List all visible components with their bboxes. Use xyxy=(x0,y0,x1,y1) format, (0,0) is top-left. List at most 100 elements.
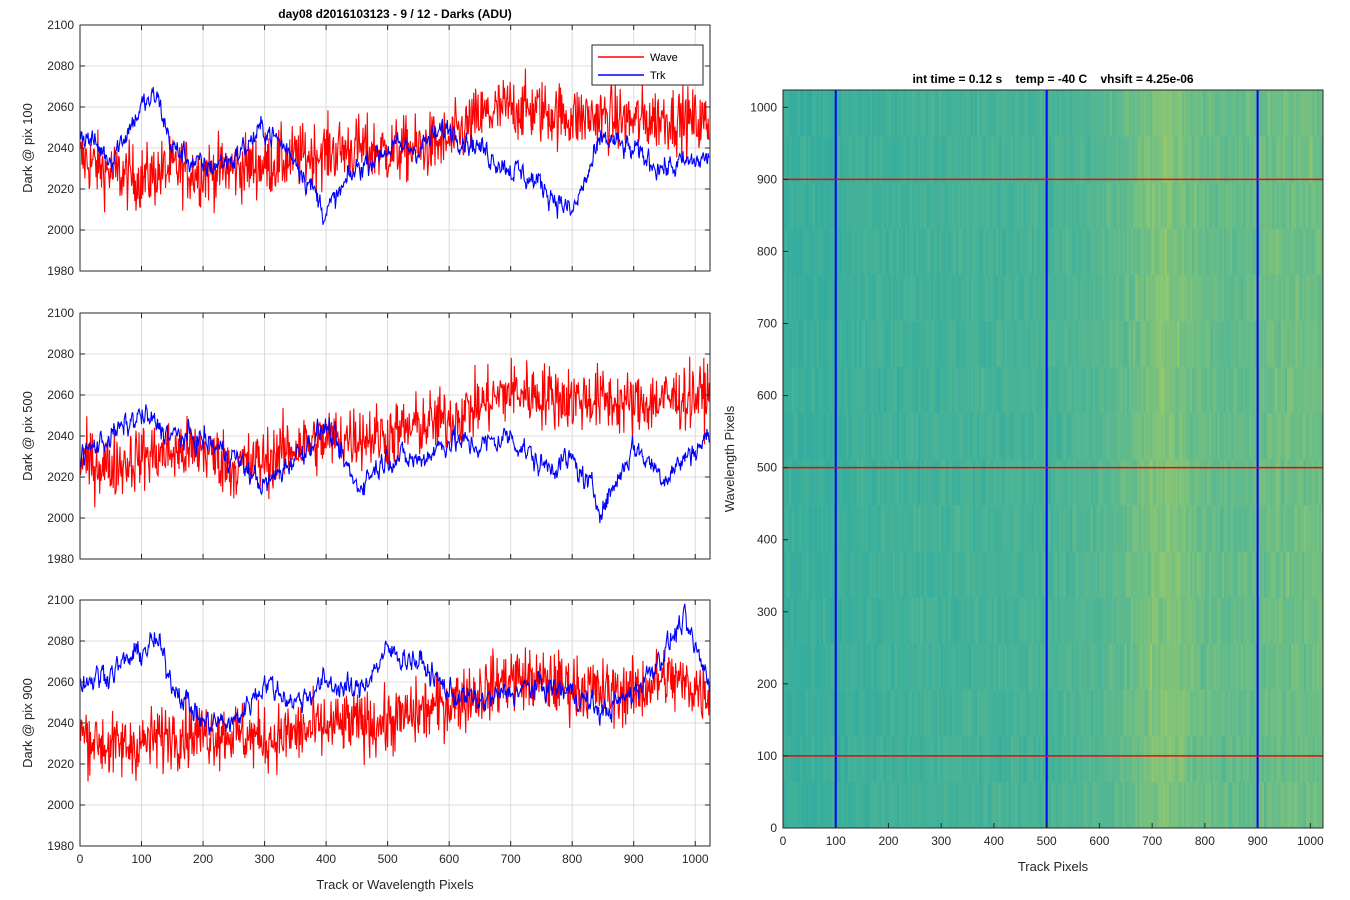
heatmap-cell xyxy=(928,366,931,414)
heatmap-cell xyxy=(1253,643,1256,690)
heatmap-cell xyxy=(1238,320,1242,368)
heatmap-cell xyxy=(1318,182,1322,229)
heatmap-cell xyxy=(1074,505,1077,552)
heatmap-cell xyxy=(1234,551,1237,598)
heatmap-cell xyxy=(1171,182,1174,229)
heatmap-cell xyxy=(848,597,851,644)
heatmap-cell xyxy=(869,459,872,506)
heatmap-cell xyxy=(1150,228,1153,275)
heatmap-cell xyxy=(958,643,961,690)
heatmap-cell xyxy=(1173,459,1176,506)
heatmap-cell xyxy=(958,90,961,137)
heatmap-cell xyxy=(1078,735,1081,783)
heatmap-cell xyxy=(1090,412,1094,460)
heatmap-cell xyxy=(1257,689,1261,737)
heatmap-cell xyxy=(1131,90,1134,137)
heatmap-cell xyxy=(810,551,813,598)
heatmap-cell xyxy=(1314,505,1317,552)
heatmap-cell xyxy=(894,320,898,368)
heatmap-cell xyxy=(1232,320,1235,368)
heatmap-cell xyxy=(1310,643,1313,690)
heatmap-cell xyxy=(1143,274,1147,321)
heatmap-cell xyxy=(1116,366,1119,414)
heatmap-cell xyxy=(943,274,946,321)
heatmap-cell xyxy=(970,643,974,690)
heatmap-cell xyxy=(1289,412,1292,460)
heatmap-cell xyxy=(1021,90,1024,137)
heatmap-cell xyxy=(915,597,919,644)
heatmap-cell xyxy=(873,228,877,275)
heatmap-cell xyxy=(977,412,980,460)
heatmap-cell xyxy=(1131,551,1134,598)
heatmap-cell xyxy=(1166,551,1170,598)
heatmap-cell xyxy=(1287,689,1290,737)
heatmap-cell xyxy=(799,597,803,644)
heatmap-cell xyxy=(1008,274,1012,321)
heatmap-cell xyxy=(810,228,813,275)
heatmap-cell xyxy=(1057,412,1060,460)
heatmap-cell xyxy=(1301,274,1305,321)
heatmap-cell xyxy=(1031,366,1035,414)
heatmap-cell xyxy=(1040,412,1043,460)
heatmap-cell xyxy=(1194,505,1197,552)
heatmap-cell xyxy=(926,182,929,229)
heatmap-cell xyxy=(894,412,898,460)
heatmap-cell xyxy=(1057,781,1060,829)
heatmap-cell xyxy=(1076,505,1079,552)
heatmap-cell xyxy=(1109,505,1113,552)
heatmap-cell xyxy=(1215,228,1218,275)
heatmap-cell xyxy=(1112,366,1115,414)
heatmap-cell xyxy=(1192,505,1195,552)
heatmap-cell xyxy=(867,182,870,229)
heatmap-cell xyxy=(1200,136,1204,183)
heatmap-cell xyxy=(1280,689,1284,737)
heatmap-cell xyxy=(873,320,877,368)
heatmap-cell xyxy=(827,735,830,783)
heatmap-cell xyxy=(1031,182,1035,229)
heatmap-cell xyxy=(1042,412,1045,460)
heatmap-cell xyxy=(1238,412,1242,460)
heatmap-cell xyxy=(1299,274,1303,321)
heatmap-cell xyxy=(1177,366,1180,414)
heatmap-cell xyxy=(926,366,929,414)
heatmap-cell xyxy=(1270,90,1273,137)
heatmap-cell xyxy=(1312,505,1315,552)
heatmap-cell xyxy=(1188,136,1191,183)
heatmap-cell xyxy=(1285,412,1288,460)
heatmap-cell xyxy=(1040,551,1043,598)
heatmap-cell xyxy=(789,274,792,321)
x-tick-label: 1000 xyxy=(682,852,709,866)
heatmap-cell xyxy=(1006,781,1009,829)
heatmap-cell xyxy=(1097,505,1100,552)
heatmap-cell xyxy=(983,781,986,829)
heatmap-cell xyxy=(1023,505,1026,552)
heatmap-cell xyxy=(1297,597,1301,644)
heatmap-cell xyxy=(1046,689,1050,737)
heatmap-cell xyxy=(1116,643,1119,690)
heatmap-cell xyxy=(1002,735,1005,783)
heatmap-cell xyxy=(1084,274,1088,321)
heatmap-cell xyxy=(827,412,830,460)
heatmap-cell xyxy=(1314,274,1317,321)
heatmap-cell xyxy=(1221,459,1225,506)
heatmap-cell xyxy=(791,320,794,368)
heatmap-cell xyxy=(928,505,931,552)
heatmap-cell xyxy=(1188,643,1191,690)
heatmap-cell xyxy=(1183,90,1187,137)
heatmap-cell xyxy=(888,597,891,644)
heatmap-cell xyxy=(964,643,967,690)
heatmap-cell xyxy=(854,228,858,275)
heatmap-cell xyxy=(943,781,946,829)
heatmap-cell xyxy=(1012,505,1016,552)
heatmap-cell xyxy=(1076,597,1079,644)
heatmap-cell xyxy=(1173,136,1176,183)
heatmap-cell xyxy=(1139,274,1142,321)
heatmap-cell xyxy=(1095,136,1098,183)
heatmap-cell xyxy=(1103,781,1107,829)
heatmap-cell xyxy=(1274,735,1277,783)
heatmap-cell xyxy=(1169,90,1172,137)
heatmap-cell xyxy=(1057,735,1060,783)
heatmap-cell xyxy=(1067,412,1071,460)
heatmap-cell xyxy=(1093,689,1096,737)
heatmap-cell xyxy=(905,505,908,552)
